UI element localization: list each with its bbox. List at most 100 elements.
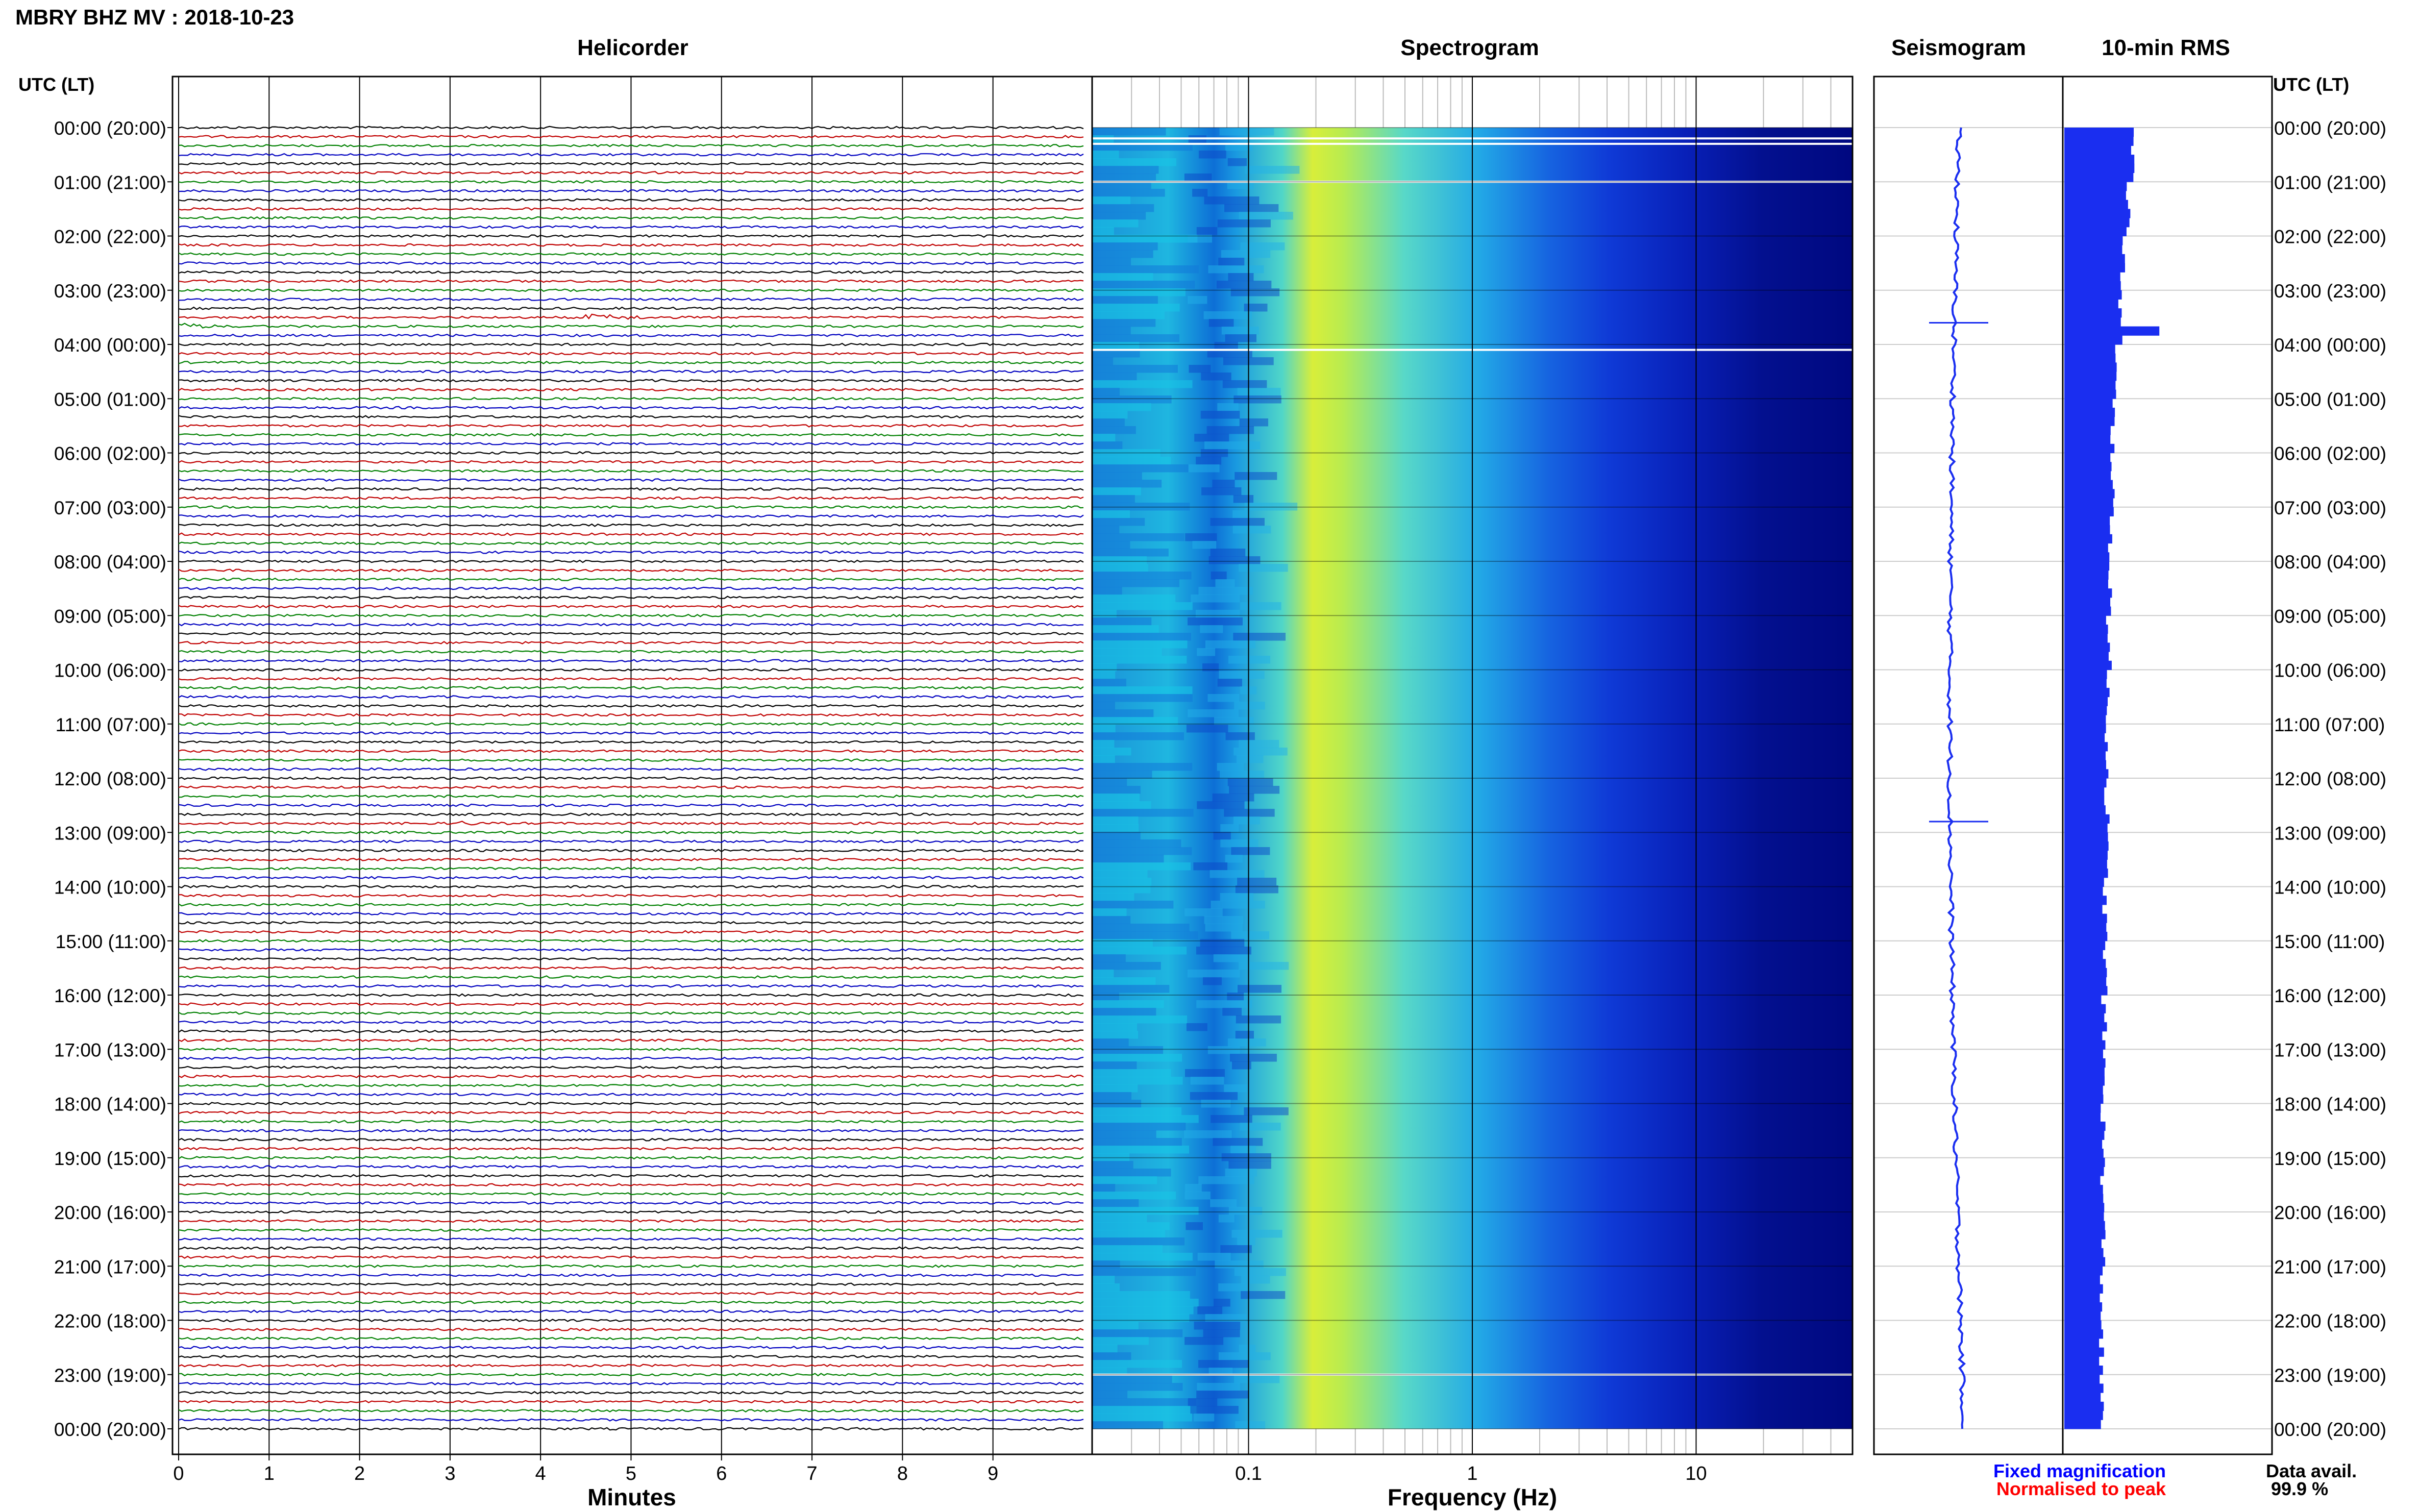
- helicorder-trace: [178, 144, 1084, 147]
- helicorder-trace: [178, 1291, 1084, 1295]
- spectrogram-row: [1092, 633, 1191, 641]
- spectrogram-row: [1092, 954, 1126, 962]
- helicorder-trace: [178, 135, 1084, 139]
- rms-bar: [2064, 1356, 2100, 1366]
- time-tick-label-left: 21:00 (17:00): [54, 1256, 166, 1277]
- spectrogram-row: [1236, 1015, 1281, 1024]
- spectrogram-row: [1208, 319, 1234, 327]
- spectrogram-row: [1208, 556, 1261, 564]
- rms-bar: [2064, 489, 2115, 499]
- spectrogram-row: [1092, 1391, 1128, 1399]
- spectrogram-row: [1201, 1100, 1231, 1108]
- spectrogram-row: [1092, 1192, 1176, 1200]
- helicorder-trace: [178, 1364, 1084, 1368]
- time-tick-label-right: 07:00 (03:00): [2274, 498, 2386, 518]
- spectrogram-row: [1218, 1283, 1250, 1292]
- time-axis-label-left: UTC (LT): [18, 74, 94, 95]
- seismogram-title: Seismogram: [1891, 35, 2026, 60]
- spectrogram-row: [1214, 717, 1254, 725]
- spectrogram-row: [1188, 464, 1220, 473]
- spectrogram-row: [1214, 1299, 1230, 1307]
- time-tick-label-left: 07:00 (03:00): [54, 498, 166, 518]
- helicorder-trace: [178, 469, 1084, 473]
- minutes-tick-label: 5: [626, 1463, 636, 1484]
- spectrogram-row: [1184, 1184, 1202, 1192]
- helicorder-trace: [178, 713, 1084, 717]
- spectrogram-row: [1205, 640, 1256, 649]
- rms-bar: [2064, 1366, 2103, 1375]
- spectrogram-row: [1212, 794, 1254, 802]
- spectrogram-row: [1092, 1245, 1163, 1253]
- helicorder-trace: [178, 198, 1084, 202]
- helicorder-trace: [178, 1174, 1084, 1178]
- time-tick-label-right: 00:00 (20:00): [2274, 1419, 2386, 1440]
- helicorder-trace: [178, 821, 1084, 826]
- rms-bar: [2064, 1139, 2103, 1149]
- rms-bar: [2064, 1257, 2106, 1267]
- spectrogram-row: [1235, 885, 1278, 894]
- spectrogram-row: [1232, 526, 1271, 534]
- spectrogram-row: [1230, 1146, 1256, 1154]
- helicorder-trace: [178, 1183, 1084, 1187]
- spectrogram-row: [1210, 518, 1265, 526]
- spectrogram-row: [1092, 411, 1128, 419]
- helicorder-trace: [178, 270, 1084, 274]
- rms-bar: [2064, 923, 2107, 932]
- helicorder-trace: [178, 379, 1084, 383]
- helicorder-trace: [178, 216, 1084, 220]
- spectrogram-row: [1196, 947, 1251, 955]
- helicorder-trace: [178, 586, 1084, 590]
- seismogram-trace: [1946, 127, 1966, 1429]
- spectrogram-row: [1092, 1169, 1171, 1177]
- rms-bar: [2064, 805, 2106, 815]
- spectrogram-row: [1204, 441, 1261, 450]
- time-tick-label-right: 16:00 (12:00): [2274, 985, 2386, 1006]
- rms-bar: [2064, 1212, 2104, 1222]
- spectrogram-row: [1092, 128, 1166, 136]
- spectrogram-row: [1222, 1008, 1242, 1016]
- spectrogram-row: [1092, 457, 1171, 465]
- spectrogram-row: [1241, 1276, 1270, 1284]
- rms-bar: [2064, 407, 2115, 417]
- helicorder-trace: [178, 1074, 1084, 1078]
- rms-bar: [2064, 950, 2103, 959]
- spectrogram-row: [1092, 388, 1120, 396]
- rms-bar: [2064, 959, 2106, 969]
- helicorder-trace: [178, 532, 1084, 536]
- rms-bar: [2064, 353, 2116, 363]
- spectrogram-row: [1188, 1398, 1218, 1406]
- spectrogram-row: [1092, 824, 1139, 832]
- spectrogram-row: [1208, 1368, 1233, 1376]
- helicorder-trace: [178, 1120, 1084, 1124]
- helicorder-trace: [178, 975, 1083, 979]
- rms-bar: [2064, 1230, 2106, 1240]
- helicorder-trace: [178, 1038, 1084, 1043]
- helicorder-trace: [178, 487, 1084, 491]
- rms-bar: [2064, 1085, 2103, 1095]
- helicorder-trace: [178, 839, 1084, 844]
- spectrogram-row: [1241, 1291, 1286, 1299]
- rms-bar: [2064, 1167, 2104, 1176]
- spectrogram-row: [1196, 227, 1218, 235]
- rms-bar: [2064, 299, 2118, 309]
- rms-bar: [2064, 778, 2107, 788]
- spectrogram-row: [1092, 847, 1192, 855]
- spectrogram-row: [1217, 403, 1239, 411]
- helicorder-trace: [178, 451, 1084, 455]
- time-tick-label-left: 12:00 (08:00): [54, 769, 166, 789]
- rms-bar: [2064, 516, 2110, 526]
- rms-bar: [2064, 597, 2111, 607]
- spectrogram-row: [1092, 870, 1148, 878]
- spectrogram-row: [1227, 993, 1244, 1001]
- rms-bar: [2064, 525, 2110, 535]
- spectrogram-row: [1092, 686, 1193, 695]
- spectrogram-row: [1092, 173, 1156, 182]
- helicorder-trace: [178, 749, 1084, 753]
- spectrogram-row: [1198, 151, 1226, 159]
- time-tick-label-left: 14:00 (10:00): [54, 877, 166, 898]
- helicorder-trace: [178, 360, 1084, 364]
- rms-bar: [2064, 534, 2112, 544]
- spectrogram-row: [1092, 1031, 1139, 1039]
- minutes-tick-label: 9: [988, 1463, 998, 1484]
